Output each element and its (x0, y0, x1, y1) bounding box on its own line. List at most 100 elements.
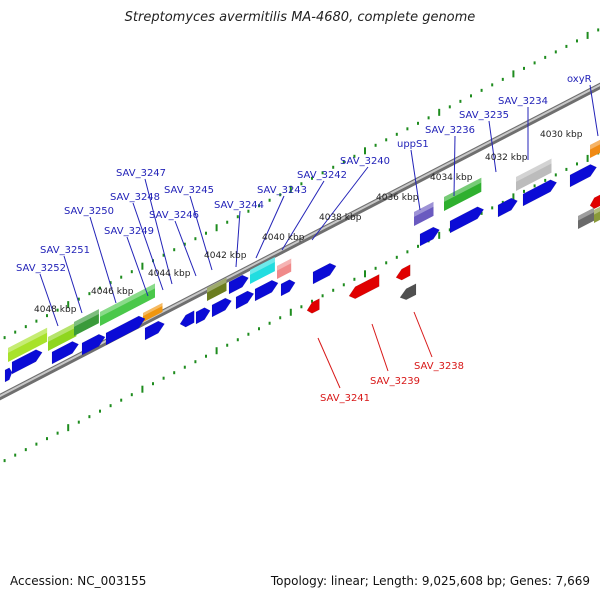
feature-bar-green-2-shine (444, 177, 482, 202)
gene-label-forward-leader (89, 216, 117, 304)
feature-bar-cyan-shine (250, 257, 275, 275)
scale-label: 4044 kbp (148, 269, 191, 279)
gene-label-forward-leader (488, 120, 497, 173)
gene-label-forward-leader (132, 202, 164, 291)
gene-arrow-f19 (569, 164, 597, 188)
gene-label-forward-leader (255, 195, 285, 259)
gene-label-forward-leader (589, 84, 599, 137)
feature-bar-green-1-body (100, 283, 155, 326)
feature-bar-gray-1 (516, 158, 552, 191)
feature-bar-darkgreen-1-body (74, 309, 99, 336)
gene-arrow-f3 (51, 341, 79, 365)
gene-label-reverse: SAV_3238 (414, 361, 464, 372)
feature-bar-orange-2 (590, 139, 600, 158)
gene-arrow-f12 (280, 279, 296, 297)
gene-label-forward-leader (311, 166, 369, 241)
scale-label: 4042 kbp (204, 251, 247, 261)
scale-label: 4030 kbp (540, 130, 583, 140)
gene-arrow-f18 (522, 179, 558, 207)
gene-label-forward: SAV_3250 (64, 206, 114, 217)
scale-label: 4032 kbp (485, 153, 528, 163)
feature-bar-purple-body (414, 201, 434, 226)
feature-bar-green-2-body (444, 177, 482, 211)
feature-bar-lime-2-shine (48, 322, 77, 342)
feature-bar-cyan (250, 257, 275, 284)
feature-bar-orange-1-body (143, 302, 163, 322)
gene-arrow-r5 (589, 194, 600, 210)
feature-bar-orange-2-shine (590, 139, 600, 150)
feature-bar-pink-shine (277, 258, 292, 271)
gene-arrow-f5 (105, 315, 146, 346)
gene-arrows (4, 164, 600, 383)
feature-bar-lime-2-body (48, 322, 77, 351)
gene-arrow-f7 (179, 310, 195, 328)
map-title: Streptomyces avermitilis MA-4680, comple… (124, 10, 476, 25)
gene-arrow-f14 (312, 263, 337, 285)
feature-bar-darkgray-1 (578, 207, 594, 229)
gene-label-forward: oxyR (567, 74, 592, 85)
gene-arrow-f6 (144, 320, 165, 341)
gene-label-forward-leader (144, 178, 173, 285)
gene-arrow-f16 (449, 206, 485, 234)
feature-bar-lime-1-shine (8, 327, 48, 353)
feature-bar-orange-1-shine (143, 302, 163, 317)
gene-label-forward-leader (453, 135, 456, 197)
gene-label-forward: SAV_3235 (459, 110, 509, 121)
gene-label-reverse-leader (371, 323, 389, 372)
feature-bar-pink-body (277, 258, 292, 279)
feature-bar-pink (277, 258, 292, 279)
gene-label-forward: SAV_3245 (164, 185, 214, 196)
feature-bar-gray-1-shine (516, 158, 552, 182)
gene-label-forward-leader (126, 236, 149, 297)
feature-bar-darkgray-1-body (578, 207, 594, 229)
gene-label-forward: SAV_3243 (257, 185, 307, 196)
gene-arrow-f15 (419, 226, 440, 247)
scale-label: 4046 kbp (91, 287, 134, 297)
feature-bar-olive-shine (207, 277, 227, 293)
gene-label-forward-leader (174, 220, 197, 277)
gene-label-forward: uppS1 (397, 139, 429, 150)
gene-label-reverse: SAV_3239 (370, 376, 420, 387)
gene-label-forward: SAV_3252 (16, 263, 66, 274)
gene-arrow-r1 (306, 298, 320, 314)
feature-bar-cyan-body (250, 257, 275, 284)
accession-text: Accession: NC_003155 (10, 574, 147, 588)
gene-arrow-f11 (254, 280, 279, 302)
gene-arrow-f8 (195, 307, 211, 325)
gene-label-forward-leader (281, 180, 325, 251)
scale-label: 4034 kbp (430, 173, 473, 183)
gene-label-reverse-leader (413, 311, 433, 358)
gene-arrow-r3 (395, 264, 411, 281)
gene-arrow-f13 (228, 274, 249, 295)
feature-bar-lime-1-body (8, 327, 48, 362)
feature-bars (8, 139, 600, 362)
gene-label-reverse-leader (317, 337, 341, 389)
gene-arrow-f10 (235, 290, 255, 310)
feature-bar-green-1 (100, 283, 155, 326)
gene-label-forward: SAV_3248 (110, 192, 160, 203)
gene-arrow-r2 (348, 273, 380, 300)
gene-label-forward: SAV_3246 (149, 210, 199, 221)
gene-label-forward: SAV_3244 (214, 200, 264, 211)
feature-bar-gray-1-body (516, 158, 552, 191)
feature-bar-orange-1 (143, 302, 163, 322)
gene-label-forward-leader (39, 273, 59, 327)
feature-bar-olive-2 (594, 206, 600, 223)
gene-labels: SAV_3252 SAV_3251 SAV_3250 SAV_3249 SAV_3248… (16, 74, 599, 404)
feature-bar-olive-body (207, 277, 227, 301)
gene-arrow-f4 (81, 334, 106, 356)
gene-arrow-f2 (11, 349, 43, 375)
feature-bar-orange-2-body (590, 139, 600, 158)
feature-bar-green-1-shine (100, 283, 155, 317)
gene-label-forward: SAV_3249 (104, 226, 154, 237)
feature-bar-lime-1 (8, 327, 48, 362)
feature-bar-purple-shine (414, 201, 434, 217)
feature-bar-olive (207, 277, 227, 301)
feature-bar-olive-2-shine (594, 206, 600, 215)
gene-label-forward: SAV_3240 (340, 156, 390, 167)
gene-arrow-f17 (497, 197, 518, 218)
gene-label-forward: SAV_3247 (116, 168, 166, 179)
gene-label-forward-leader (410, 149, 421, 211)
gene-label-forward: SAV_3251 (40, 245, 90, 256)
